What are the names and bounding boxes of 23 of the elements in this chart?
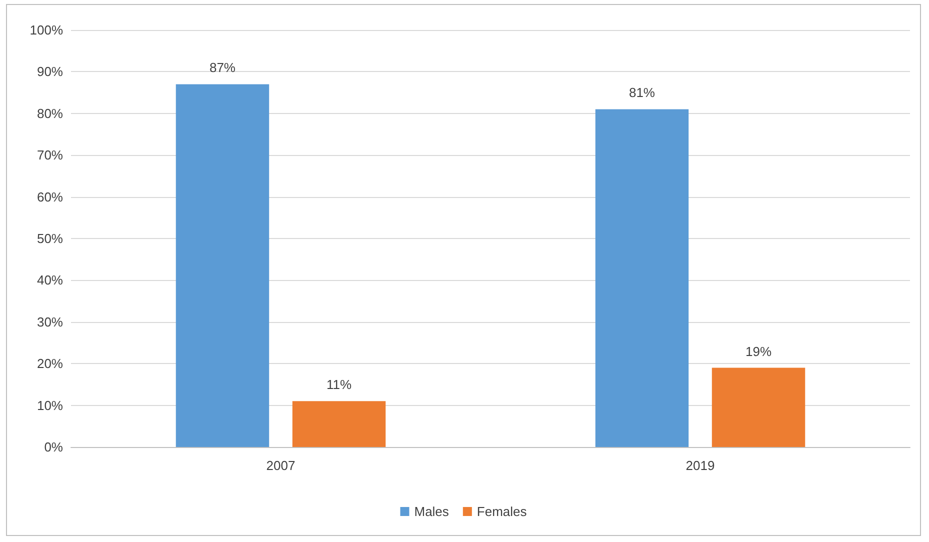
y-tick-label: 90% (36, 64, 64, 80)
data-label: 81% (628, 85, 656, 100)
y-tick-label: 80% (36, 106, 64, 121)
x-tick-label: 2007 (266, 458, 296, 473)
legend-label: Males (414, 504, 450, 519)
x-tick-label: 2019 (686, 458, 715, 473)
bar (176, 84, 270, 447)
bar (712, 368, 806, 447)
y-tick-label: 100% (30, 22, 64, 38)
y-tick-label: 30% (36, 314, 64, 330)
y-tick-label: 50% (36, 231, 64, 246)
bar (595, 109, 689, 447)
data-label: 11% (326, 377, 352, 392)
y-tick-label: 0% (44, 440, 64, 454)
y-tick-label: 40% (36, 272, 64, 288)
bar (292, 401, 386, 447)
y-tick-label: 10% (36, 398, 64, 413)
y-tick-label: 20% (36, 356, 64, 372)
data-label: 87% (209, 60, 236, 76)
legend-label: Females (476, 504, 528, 519)
y-tick-label: 70% (36, 148, 64, 163)
data-label: 19% (746, 344, 772, 359)
y-tick-label: 60% (36, 189, 64, 204)
